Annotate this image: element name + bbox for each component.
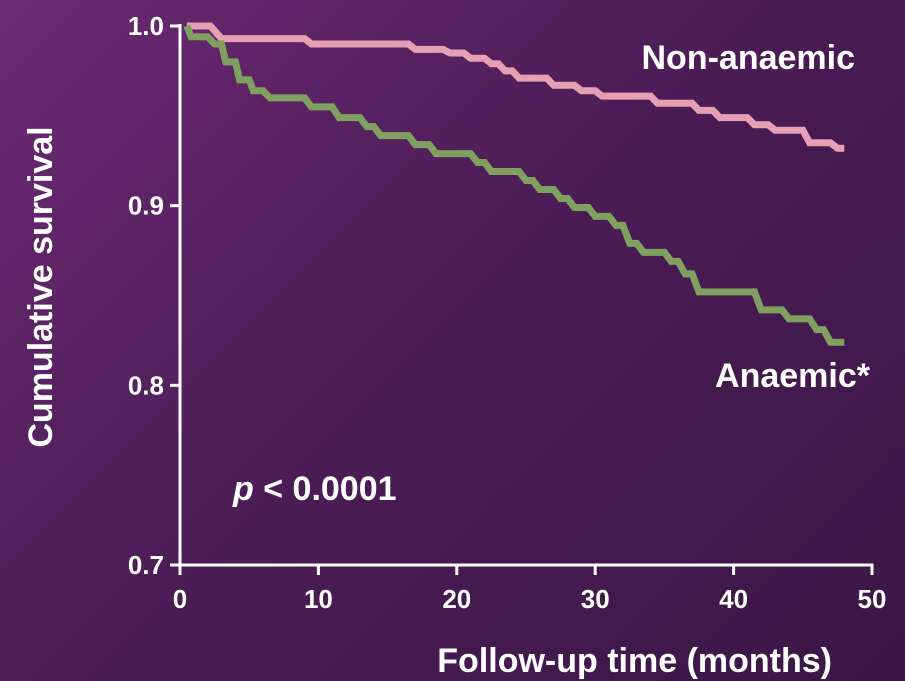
series-line-anaemic [183, 24, 845, 346]
labels: Non-anaemic Anaemic* p < 0.0001 Follow-u… [22, 39, 871, 680]
y-tick-label: 1.0 [128, 11, 164, 41]
axes: 0 10 20 30 40 50 0.7 0.8 0.9 1.0 [128, 11, 887, 614]
series-label-non-anaemic: Non-anaemic [642, 39, 856, 77]
y-tick-label: 0.9 [128, 191, 164, 221]
x-tick-label: 10 [304, 584, 333, 614]
p-value-symbol: p [232, 470, 254, 508]
x-tick-label: 0 [173, 584, 187, 614]
x-axis-label: Follow-up time (months) [437, 642, 832, 680]
y-axis-label: Cumulative survival [22, 126, 60, 447]
x-tick-label: 50 [858, 584, 887, 614]
x-tick-label: 30 [581, 584, 610, 614]
p-value-text: < 0.0001 [254, 470, 397, 508]
x-tick-label: 40 [719, 584, 748, 614]
x-tick-label: 20 [442, 584, 471, 614]
series-line-non-anaemic [186, 22, 845, 152]
p-value-annotation: p < 0.0001 [232, 470, 397, 508]
series-layer [183, 22, 845, 346]
y-tick-label: 0.7 [128, 550, 164, 580]
y-tick-label: 0.8 [128, 370, 164, 400]
series-label-anaemic: Anaemic* [715, 357, 871, 395]
